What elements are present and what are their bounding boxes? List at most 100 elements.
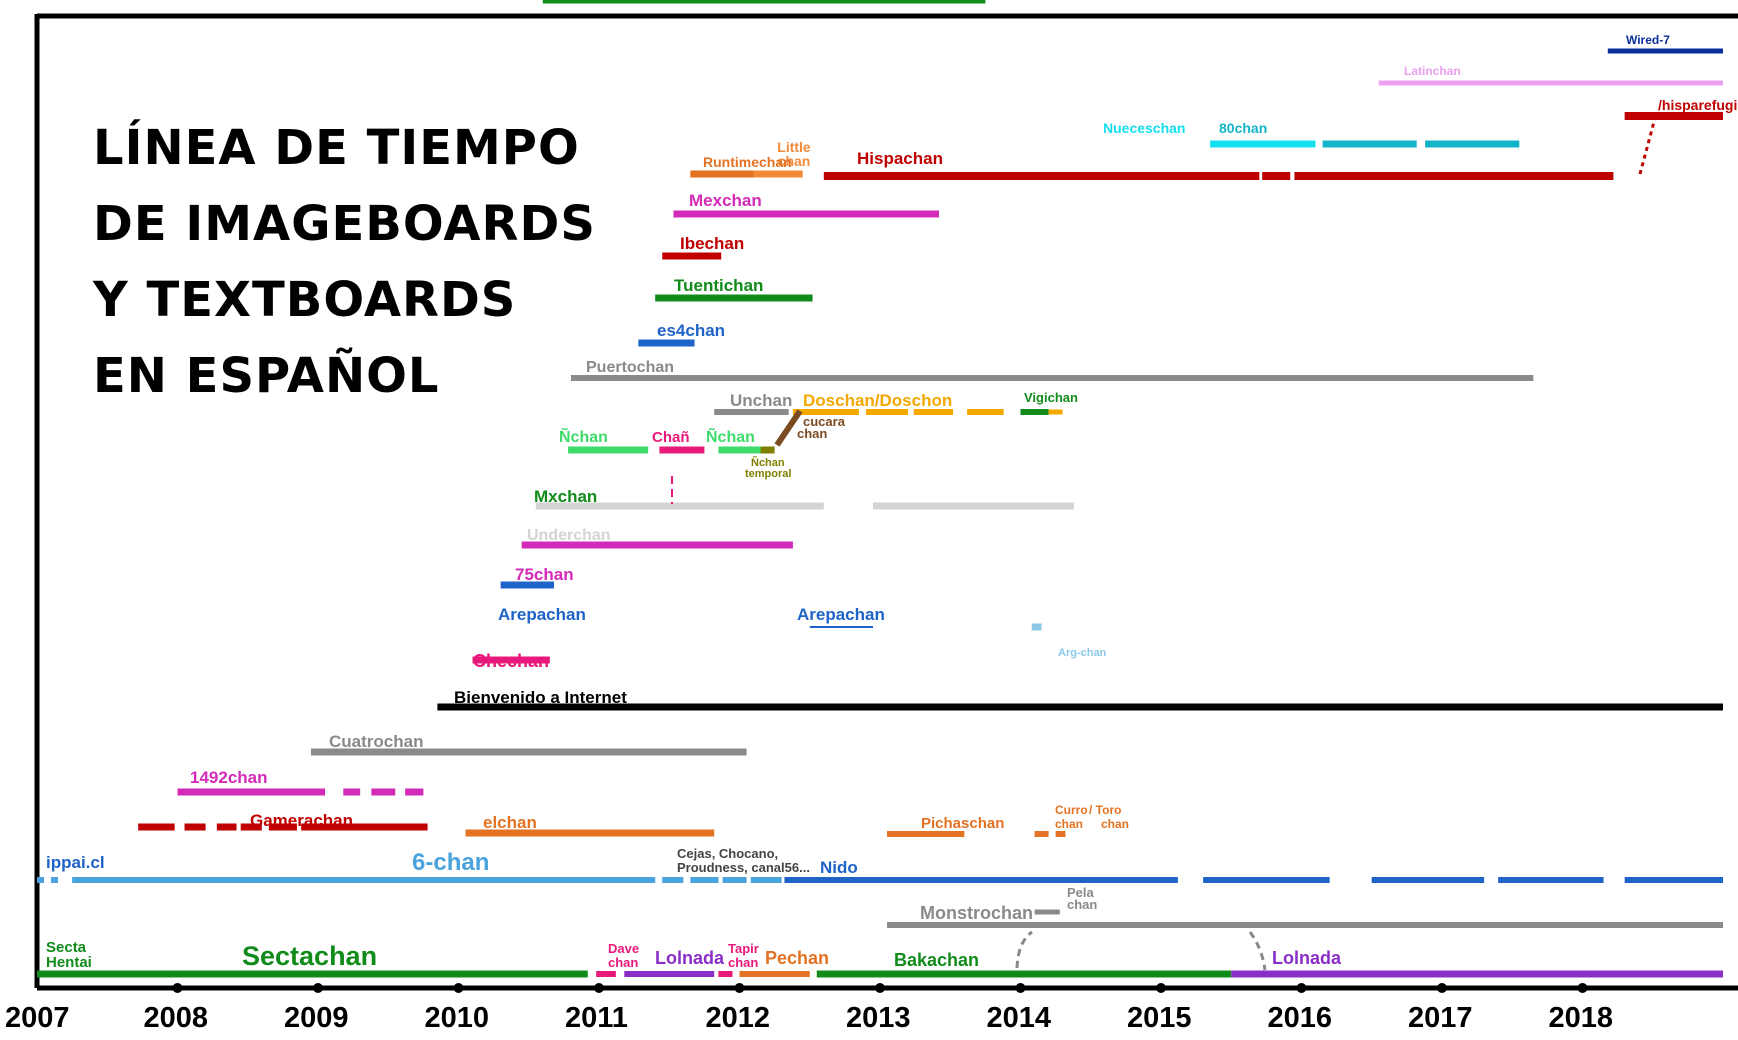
bar-31-2 [371,788,396,796]
board-label-53: chan [608,955,638,970]
tick-mark-2009 [313,983,323,993]
bar-38-1 [1203,877,1330,883]
bar-5-0 [690,170,758,178]
board-label-52: Dave [608,941,639,956]
tick-mark-2016 [1296,983,1307,993]
bar-29-0 [437,703,1723,711]
board-label-31: Bienvenido a Internet [454,688,627,707]
bar-38-4 [1624,877,1723,883]
title-line-1: LÍNEA DE TIEMPO [93,120,580,176]
tick-mark-2008 [172,983,183,993]
bar-43-0 [624,971,715,977]
board-label-37: Curro [1055,803,1088,817]
bar-7-0 [823,172,1260,180]
bar-7-1 [1262,172,1291,180]
bar-22-0 [542,0,986,4]
bar-30-0 [310,748,747,756]
board-label-20: Chañ [652,429,690,446]
board-label-1: Latinchan [1404,64,1461,78]
board-label-23: temporal [745,468,791,480]
bar-14-0 [792,409,859,415]
bar-16-0 [1048,409,1063,415]
connectors [671,117,1657,971]
bar-2-0 [1624,112,1723,120]
tick-mark-2010 [453,983,464,993]
tick-label-2015: 2015 [1127,1002,1192,1034]
bar-46-0 [816,970,1232,978]
tick-label-2007: 2007 [5,1002,70,1034]
board-label-17: cucara [803,414,846,429]
board-label-14: Unchan [730,391,792,410]
bar-24-0 [521,541,793,549]
board-label-10: Ibechan [680,234,744,253]
bar-38-0 [784,877,1178,883]
bar-11-0 [638,339,695,347]
bar-14-3 [967,409,1004,415]
bar-18-0 [659,446,705,454]
bar-32-2 [216,823,237,831]
board-label-45: Nido [820,858,858,877]
bar-23-0 [535,502,824,510]
board-label-2: /hisparefugio/ [1658,97,1738,113]
board-label-48: Monstrochan [920,903,1033,923]
board-label-33: 1492chan [190,768,268,787]
tick-mark-2012 [734,983,745,993]
board-label-44: Proudness, canal56... [677,860,810,875]
bar-25-0 [500,581,555,589]
board-label-13: Puertochan [586,359,674,376]
board-label-5: Little [777,139,811,155]
board-label-4: 80chan [1219,120,1267,136]
bar-36-3 [662,877,684,883]
board-label-56: chan [728,955,758,970]
board-label-25: Underchan [527,527,611,544]
board-label-3: Nueceschan [1103,120,1185,136]
bar-42-0 [596,971,616,977]
tick-label-2013: 2013 [846,1002,911,1034]
board-label-40: chan [1101,817,1129,831]
bar-40-0 [887,922,1723,928]
board-label-58: Bakachan [894,950,979,970]
board-label-21: Ñchan [706,426,755,446]
bar-32-0 [138,823,175,831]
bar-14-1 [865,409,909,415]
bar-36-2 [72,877,656,883]
tick-label-2010: 2010 [425,1002,490,1034]
tick-mark-2015 [1156,983,1166,993]
title-line-2: DE IMAGEBOARDS [93,196,596,252]
board-label-34: Gamerachan [250,811,353,830]
bar-4-1 [1425,140,1520,148]
connector-hispachan-hisparefugio [1638,117,1657,175]
bar-23-1 [872,502,1074,510]
bar-8-0 [673,210,940,218]
bar-32-3 [240,823,262,831]
tick-mark-2018 [1577,983,1588,993]
board-label-42: 6-chan [412,849,489,876]
bar-36-0 [37,877,45,883]
board-label-19: Ñchan [559,426,608,446]
board-label-59: Lolnada [1272,948,1342,968]
board-label-50: Hentai [46,954,92,971]
tick-label-2018: 2018 [1549,1002,1614,1034]
bar-3-0 [1210,140,1316,148]
board-label-7: Runtimechan [703,154,792,170]
board-label-57: Pechan [765,948,829,968]
bar-39-0 [1034,909,1060,915]
bar-33-0 [465,829,715,837]
board-label-46: Pela [1067,885,1095,900]
bar-31-0 [177,788,326,796]
title-line-4: EN ESPAÑOL [93,348,440,404]
board-label-49: Secta [46,939,87,956]
tick-label-2008: 2008 [144,1002,209,1034]
chart-title: LÍNEA DE TIEMPO DE IMAGEBOARDS Y TEXTBOA… [93,110,653,414]
tick-mark-2014 [1015,983,1026,993]
bar-36-4 [690,877,719,883]
bar-6-0 [753,170,803,178]
tick-label-2016: 2016 [1268,1002,1333,1034]
bar-17-0 [568,446,649,454]
board-label-8: Hispachan [857,149,943,168]
board-label-26: 75chan [515,565,574,584]
board-label-27: Arepachan [498,605,586,624]
bar-37-1 [750,877,782,883]
bar-10-0 [655,294,813,302]
tick-mark-2017 [1437,983,1447,993]
